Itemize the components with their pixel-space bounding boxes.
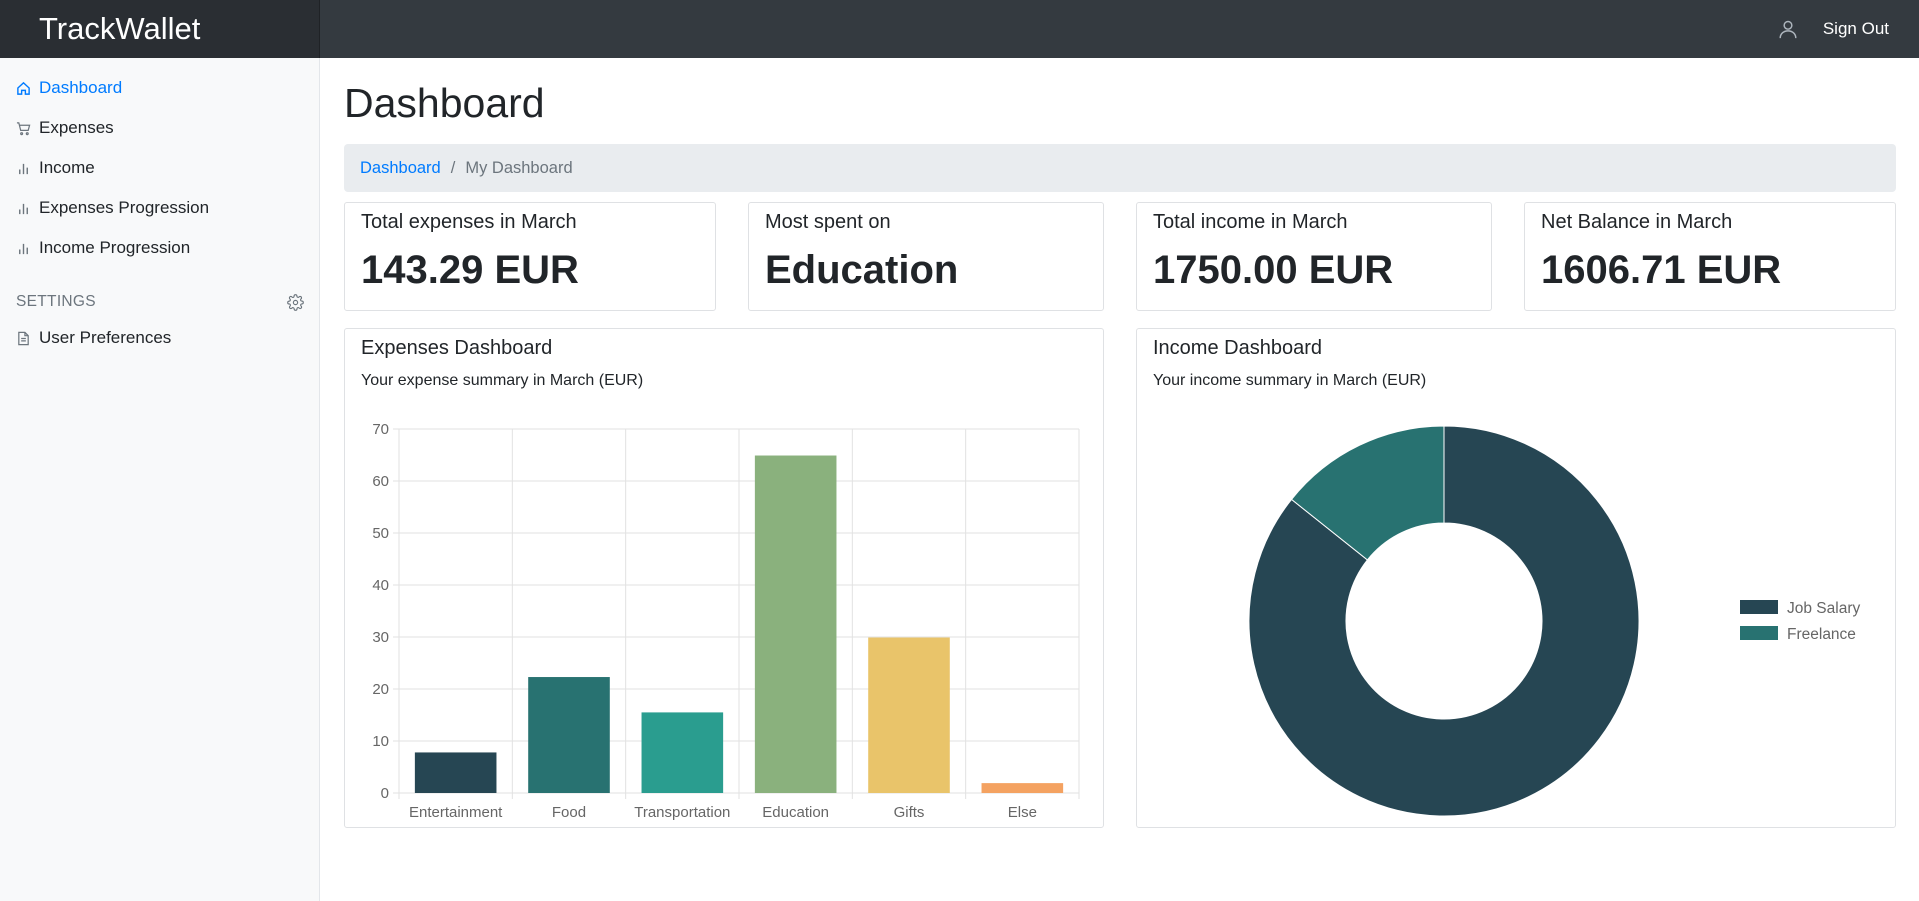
x-tick-label: Education [762, 804, 829, 821]
stat-card-total-income: Total income in March 1750.00 EUR [1136, 202, 1492, 311]
bar-transportation [641, 712, 724, 793]
home-icon [17, 81, 30, 95]
breadcrumb-current: My Dashboard [465, 158, 573, 177]
slice-freelance [1290, 425, 1445, 561]
sidebar: Dashboard Expenses Income Expenses Progr… [0, 58, 320, 901]
bar-education [754, 455, 837, 793]
bar-chart-icon [19, 163, 28, 174]
stat-card-net-balance: Net Balance in March 1606.71 EUR [1524, 202, 1896, 311]
sidebar-item-label: Expenses Progression [39, 198, 210, 217]
sidebar-item-expenses-progression[interactable]: Expenses Progression [0, 188, 319, 228]
user-icon[interactable] [1777, 18, 1799, 40]
gear-icon[interactable] [287, 293, 304, 311]
income-donut-chart: Job Salary Freelance [1248, 425, 1860, 817]
stat-title: Net Balance in March [1541, 211, 1733, 233]
y-tick-label: 10 [372, 733, 389, 750]
bar-entertainment [414, 752, 497, 793]
bar-gifts [868, 637, 950, 793]
stat-value: Education [765, 248, 959, 292]
settings-heading-label: SETTINGS [16, 293, 96, 310]
bar-food [528, 677, 610, 793]
main-content: Dashboard Dashboard / My Dashboard [344, 58, 1896, 192]
legend-swatch [1740, 600, 1778, 614]
y-tick-label: 50 [372, 525, 389, 542]
sidebar-item-dashboard[interactable]: Dashboard [0, 68, 319, 108]
sidebar-item-label: Income Progression [39, 238, 191, 257]
stat-title: Total income in March [1153, 211, 1348, 233]
settings-nav: User Preferences [0, 314, 319, 358]
y-tick-label: 20 [372, 681, 389, 698]
sign-out-link[interactable]: Sign Out [1822, 19, 1889, 38]
sidebar-item-label: User Preferences [39, 328, 172, 347]
page-title: Dashboard [344, 80, 545, 126]
stat-title: Most spent on [765, 211, 891, 233]
sidebar-item-expenses[interactable]: Expenses [0, 108, 319, 148]
sidebar-item-user-preferences[interactable]: User Preferences [0, 318, 319, 358]
expenses-dashboard-card: Expenses Dashboard Your expense summary … [344, 328, 1104, 828]
expenses-bar-chart: 0 10 20 30 40 50 60 70 Entertainment Food Transpor… [372, 421, 1080, 821]
legend-swatch [1740, 626, 1778, 640]
x-tick-label: Gifts [894, 804, 925, 821]
brand-logo[interactable]: TrackWallet [0, 0, 320, 58]
topbar-actions: Sign Out [1777, 18, 1919, 40]
cart-icon [16, 121, 31, 135]
sidebar-item-income-progression[interactable]: Income Progression [0, 228, 319, 268]
y-tick-label: 0 [381, 785, 389, 802]
stat-value: 143.29 EUR [361, 248, 579, 292]
top-navbar: TrackWallet Sign Out [0, 0, 1919, 58]
x-tick-label: Else [1008, 804, 1037, 821]
sidebar-item-income[interactable]: Income [0, 148, 319, 188]
slice-job-salary [1248, 425, 1640, 817]
breadcrumb-link-dashboard[interactable]: Dashboard [360, 158, 441, 177]
sidebar-nav: Dashboard Expenses Income Expenses Progr… [0, 58, 319, 268]
expenses-chart-subtitle: Your expense summary in March (EUR) [361, 372, 644, 389]
stat-value: 1750.00 EUR [1153, 248, 1394, 292]
x-tick-label: Food [552, 804, 586, 821]
sidebar-item-label: Dashboard [39, 78, 123, 97]
stat-value: 1606.71 EUR [1541, 248, 1782, 292]
income-chart-subtitle: Your income summary in March (EUR) [1153, 372, 1427, 389]
stat-title: Total expenses in March [361, 211, 577, 233]
legend-label: Freelance [1787, 626, 1856, 643]
bar-else [981, 783, 1064, 793]
income-dashboard-card: Income Dashboard Your income summary in … [1136, 328, 1896, 828]
y-tick-label: 70 [372, 421, 389, 438]
file-icon [18, 331, 29, 345]
settings-heading: SETTINGS [0, 290, 319, 314]
legend-label: Job Salary [1787, 600, 1860, 617]
breadcrumb-separator: / [450, 158, 456, 177]
y-tick-label: 60 [372, 473, 389, 490]
bar-chart-icon [19, 243, 28, 254]
x-tick-label: Transportation [634, 804, 730, 821]
sidebar-item-label: Expenses [39, 118, 114, 137]
stat-card-most-spent: Most spent on Education [748, 202, 1104, 311]
breadcrumb: Dashboard / My Dashboard [344, 144, 1896, 192]
income-chart-title: Income Dashboard [1153, 337, 1322, 359]
y-tick-label: 30 [372, 629, 389, 646]
expenses-chart-title: Expenses Dashboard [361, 337, 553, 359]
bar-chart-icon [19, 203, 28, 214]
y-tick-label: 40 [372, 577, 389, 594]
stat-card-total-expenses: Total expenses in March 143.29 EUR [344, 202, 716, 311]
x-tick-label: Entertainment [409, 804, 503, 821]
sidebar-item-label: Income [39, 158, 95, 177]
